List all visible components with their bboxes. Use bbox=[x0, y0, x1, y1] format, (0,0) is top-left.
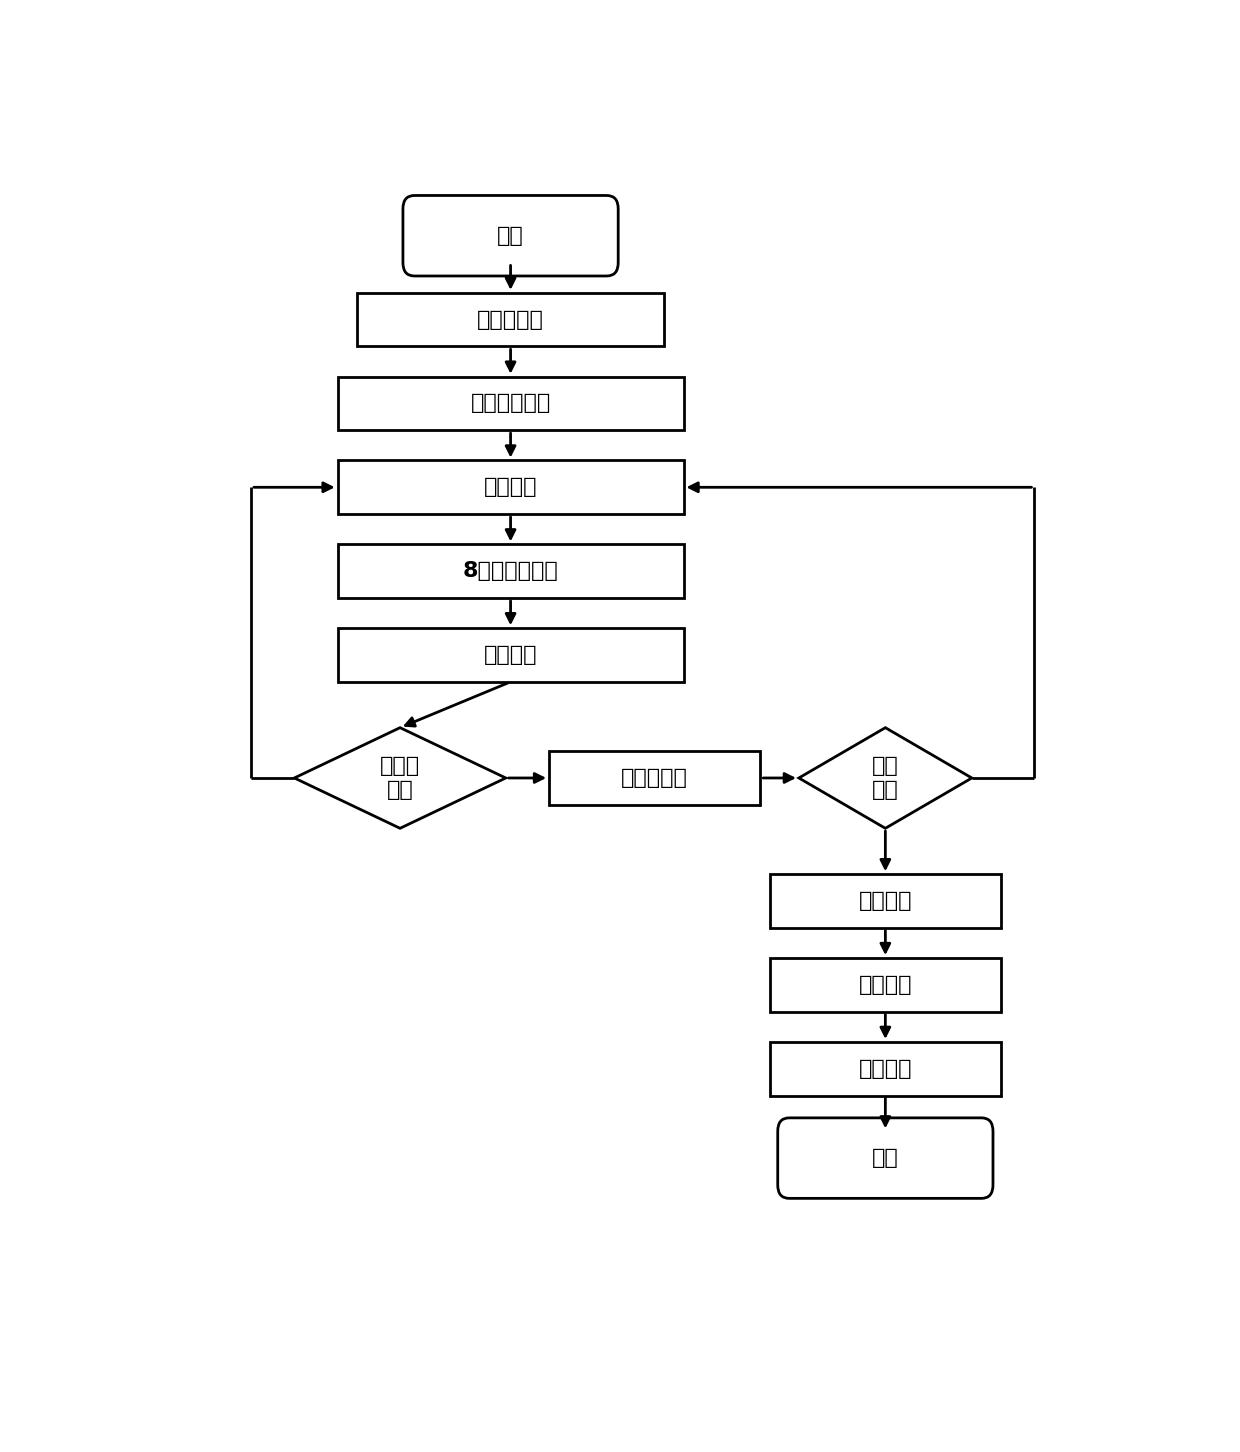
Bar bbox=[357, 293, 665, 347]
Bar bbox=[337, 460, 683, 514]
Text: 开始: 开始 bbox=[497, 225, 525, 245]
Bar bbox=[770, 958, 1001, 1012]
Text: 到达
终点: 到达 终点 bbox=[872, 756, 899, 800]
Polygon shape bbox=[799, 727, 972, 828]
Text: 结束: 结束 bbox=[872, 1149, 899, 1167]
Text: 建立引导域: 建立引导域 bbox=[477, 309, 544, 330]
Text: 节点扩展: 节点扩展 bbox=[484, 645, 537, 665]
Bar bbox=[770, 1043, 1001, 1095]
Text: 8邻域最近查找: 8邻域最近查找 bbox=[463, 560, 558, 581]
Text: 随碍物
碰撞: 随碍物 碰撞 bbox=[379, 756, 420, 800]
FancyBboxPatch shape bbox=[777, 1118, 993, 1198]
Bar bbox=[770, 874, 1001, 928]
Text: 路径简化: 路径简化 bbox=[858, 974, 913, 995]
FancyBboxPatch shape bbox=[403, 196, 619, 276]
Bar bbox=[337, 629, 683, 682]
Text: 随机采样: 随机采样 bbox=[484, 478, 537, 497]
Text: 随机树扩展: 随机树扩展 bbox=[621, 768, 688, 788]
Text: 初始化随机树: 初始化随机树 bbox=[470, 393, 551, 414]
Bar bbox=[337, 544, 683, 598]
Polygon shape bbox=[294, 727, 506, 828]
Bar bbox=[549, 751, 760, 804]
Text: 获取路径: 获取路径 bbox=[858, 892, 913, 910]
Bar bbox=[337, 376, 683, 430]
Text: 路径平滑: 路径平滑 bbox=[858, 1059, 913, 1079]
